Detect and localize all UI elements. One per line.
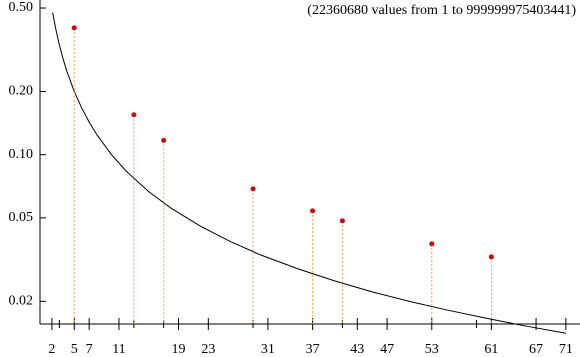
point xyxy=(131,112,137,118)
x-tick-label: 47 xyxy=(380,342,394,357)
point xyxy=(161,137,167,143)
point xyxy=(310,208,316,214)
y-tick-label: 0.20 xyxy=(9,84,34,99)
x-tick-label: 43 xyxy=(350,342,364,357)
x-tick-label: 5 xyxy=(71,342,78,357)
point xyxy=(71,25,77,31)
x-tick-label: 19 xyxy=(172,342,186,357)
x-tick-label: 23 xyxy=(201,342,215,357)
point xyxy=(488,254,494,260)
x-tick-label: 61 xyxy=(484,342,498,357)
point xyxy=(250,186,256,192)
point xyxy=(339,218,345,224)
x-tick-label: 31 xyxy=(261,342,275,357)
x-tick-label: 53 xyxy=(425,342,439,357)
y-tick-label: 0.05 xyxy=(9,210,34,225)
point xyxy=(429,241,435,247)
x-tick-label: 37 xyxy=(306,342,320,357)
y-tick-label: 0.50 xyxy=(9,0,34,15)
curve xyxy=(52,12,566,334)
x-tick-label: 2 xyxy=(48,342,55,357)
x-tick-label: 11 xyxy=(112,342,125,357)
annotation: (22360680 values from 1 to 9999999754034… xyxy=(307,3,576,18)
x-tick-label: 71 xyxy=(559,342,573,357)
y-tick-label: 0.10 xyxy=(9,147,34,162)
x-tick-label: 7 xyxy=(86,342,93,357)
x-tick-label: 67 xyxy=(529,342,543,357)
y-tick-label: 0.02 xyxy=(9,294,34,309)
